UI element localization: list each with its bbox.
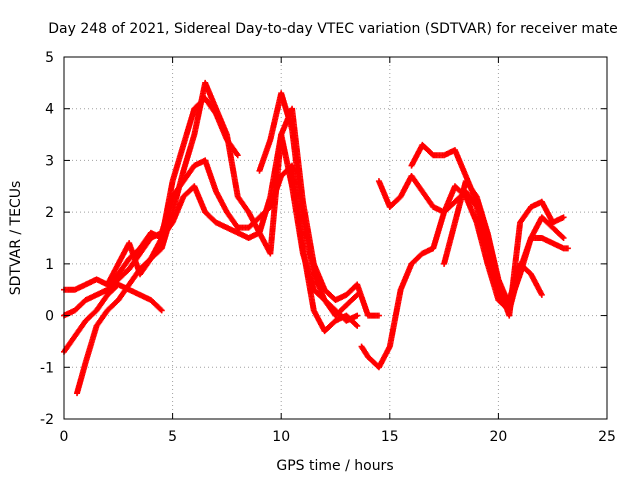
- series-track-10: [441, 178, 567, 309]
- data-point: [560, 214, 567, 221]
- y-tick-label: 2: [45, 205, 54, 221]
- y-tick-label: 4: [45, 102, 54, 118]
- y-tick-label: 3: [45, 153, 54, 169]
- trail-point: [353, 292, 360, 299]
- trail-point: [559, 233, 566, 240]
- x-tick-label: 5: [168, 429, 177, 445]
- data-point: [354, 322, 361, 329]
- x-tick-label: 15: [381, 429, 399, 445]
- y-tick-label: 5: [45, 50, 54, 66]
- data-point: [158, 307, 165, 314]
- data-points: [61, 79, 571, 397]
- y-tick-label: 0: [45, 309, 54, 325]
- x-tick-label: 20: [489, 429, 507, 445]
- x-tick-label: 0: [60, 429, 69, 445]
- plot-frame: [63, 56, 608, 420]
- y-tick-label: -2: [40, 412, 54, 428]
- axis-ticks: 0 5 10 15 20 25 -2 -1 0 1 2 3 4 5: [40, 50, 616, 445]
- chart-title: Day 248 of 2021, Sidereal Day-to-day VTE…: [48, 21, 618, 37]
- data-point: [560, 235, 567, 241]
- trail-point: [157, 306, 164, 313]
- data-point: [375, 312, 382, 319]
- x-tick-label: 10: [272, 429, 290, 445]
- series-track-7: [358, 183, 571, 371]
- series-track-3: [61, 281, 165, 355]
- data-point: [538, 291, 545, 298]
- y-tick-label: -1: [40, 360, 54, 376]
- trail-point: [353, 321, 360, 328]
- data-point: [234, 152, 241, 159]
- series-track-2: [61, 157, 361, 335]
- y-tick-label: 1: [45, 257, 54, 273]
- series-track-6: [256, 90, 361, 324]
- y-axis-label: SDTVAR / TECUs: [8, 181, 24, 296]
- series-track-5: [104, 79, 382, 319]
- data-point: [564, 245, 571, 252]
- data-point: [354, 312, 361, 319]
- x-tick-label: 25: [598, 429, 616, 445]
- x-axis-label: GPS time / hours: [276, 458, 393, 474]
